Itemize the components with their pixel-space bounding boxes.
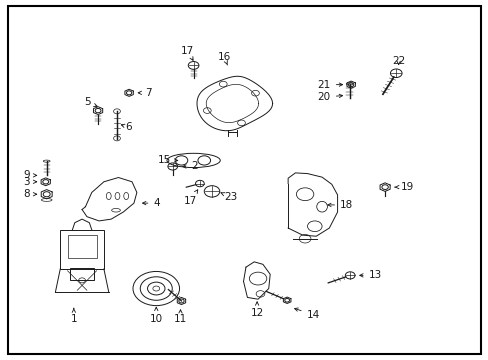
Text: 22: 22 [391, 56, 405, 66]
Text: 11: 11 [174, 310, 187, 324]
Text: 15: 15 [157, 156, 177, 166]
Text: 9: 9 [23, 170, 37, 180]
Text: 6: 6 [121, 122, 132, 132]
Text: 7: 7 [138, 88, 151, 98]
Text: 5: 5 [83, 98, 97, 107]
Bar [60, 230, 103, 269]
Bar [67, 235, 97, 258]
Bar [70, 268, 94, 280]
Text: 16: 16 [217, 52, 230, 65]
Text: 20: 20 [317, 92, 342, 102]
Text: 18: 18 [327, 200, 352, 210]
Text: 10: 10 [149, 307, 163, 324]
Text: 17: 17 [181, 46, 194, 60]
Text: 19: 19 [394, 182, 413, 192]
Text: 8: 8 [23, 189, 37, 199]
Text: 21: 21 [317, 80, 342, 90]
Text: 1: 1 [70, 308, 77, 324]
Text: 2: 2 [183, 162, 197, 171]
Text: 4: 4 [142, 198, 160, 208]
Text: 17: 17 [183, 190, 197, 206]
Text: 14: 14 [294, 308, 319, 320]
Text: 12: 12 [250, 302, 263, 319]
Text: 23: 23 [221, 192, 237, 202]
Text: 13: 13 [359, 270, 381, 280]
Text: 3: 3 [23, 177, 37, 187]
